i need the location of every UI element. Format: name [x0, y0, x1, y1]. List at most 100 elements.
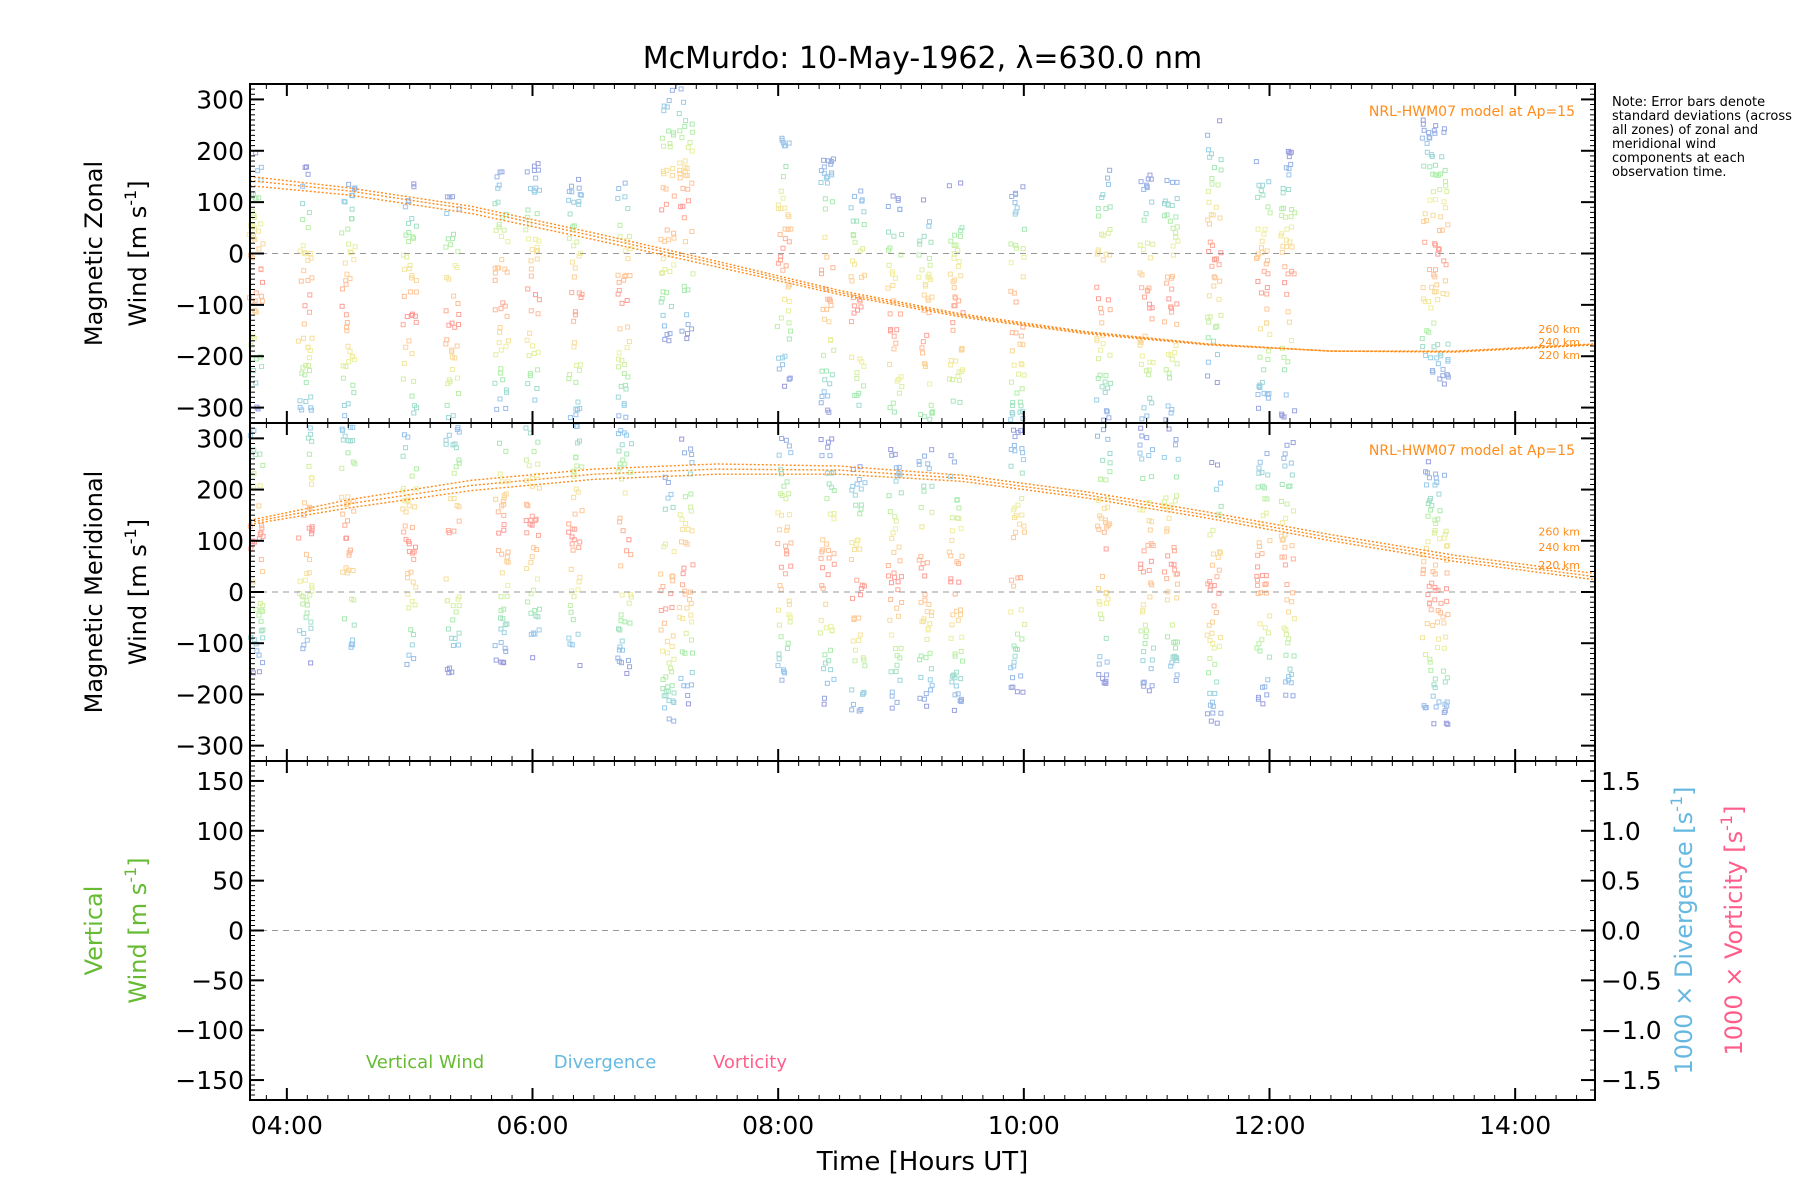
- observation-point: [679, 328, 685, 334]
- observation-point: [1445, 341, 1451, 347]
- observation-point: [1208, 718, 1214, 724]
- observation-point: [260, 241, 266, 247]
- observation-point: [685, 692, 691, 698]
- observation-point: [496, 182, 502, 188]
- observation-point: [1441, 381, 1447, 387]
- observation-point: [1431, 721, 1437, 727]
- observation-point: [682, 591, 688, 597]
- observation-point: [1265, 356, 1271, 362]
- observation-point: [1162, 319, 1168, 325]
- observation-point: [926, 255, 932, 261]
- observation-point: [788, 226, 794, 232]
- observation-point: [1256, 641, 1262, 647]
- observation-point: [1289, 244, 1295, 250]
- observation-point: [894, 378, 900, 384]
- observation-point: [1255, 391, 1261, 397]
- observation-point: [1019, 470, 1025, 476]
- observation-point: [956, 369, 962, 375]
- observation-point: [1019, 362, 1025, 368]
- observation-point: [622, 619, 628, 625]
- observation-point: [408, 569, 414, 575]
- observation-point: [576, 253, 582, 259]
- observation-point: [1425, 539, 1431, 545]
- observation-point: [1255, 582, 1261, 588]
- observation-point: [1010, 402, 1016, 408]
- observation-point: [821, 701, 827, 707]
- observation-point: [1172, 567, 1178, 573]
- observation-point: [1213, 609, 1219, 615]
- observation-point: [887, 311, 893, 317]
- observation-point: [1264, 291, 1270, 297]
- observation-point: [926, 466, 932, 472]
- observation-point: [529, 554, 535, 560]
- observation-point: [671, 230, 677, 236]
- observation-point: [1015, 631, 1021, 637]
- observation-point: [780, 667, 786, 673]
- observation-point: [448, 242, 454, 248]
- observation-point: [828, 159, 834, 165]
- observation-point: [1279, 537, 1285, 543]
- model-altitude-label: 260 km: [1538, 526, 1580, 539]
- observation-point: [505, 338, 511, 344]
- observation-point: [1432, 676, 1438, 682]
- observation-point: [1435, 361, 1441, 367]
- observation-point: [952, 294, 958, 300]
- observation-point: [1011, 362, 1017, 368]
- observation-point: [899, 383, 905, 389]
- observation-point: [1259, 250, 1265, 256]
- observation-point: [1107, 460, 1113, 466]
- observation-point: [577, 539, 583, 545]
- observation-point: [1284, 442, 1290, 448]
- observation-point: [308, 405, 314, 411]
- observation-point: [951, 707, 957, 713]
- observation-point: [349, 206, 355, 212]
- observation-point: [658, 607, 664, 613]
- observation-point: [680, 185, 686, 191]
- observation-point: [1283, 392, 1289, 398]
- observation-point: [892, 275, 898, 281]
- observation-point: [1013, 646, 1019, 652]
- observation-point: [1285, 640, 1291, 646]
- observation-point: [826, 658, 832, 664]
- observation-point: [1435, 644, 1441, 650]
- observation-point: [409, 473, 415, 479]
- observation-point: [352, 185, 358, 191]
- observation-point: [1288, 161, 1294, 167]
- observation-point: [1218, 157, 1224, 163]
- observation-point: [899, 599, 905, 605]
- observation-point: [1209, 562, 1215, 568]
- observation-point: [446, 530, 452, 536]
- observation-point: [1097, 601, 1103, 607]
- observation-point: [1210, 710, 1216, 716]
- observation-point: [346, 181, 352, 187]
- observation-point: [1290, 693, 1296, 699]
- observation-point: [1010, 411, 1016, 417]
- observation-point: [821, 389, 827, 395]
- observation-point: [535, 367, 541, 373]
- observation-point: [958, 273, 964, 279]
- observation-point: [887, 328, 893, 334]
- observation-point: [671, 262, 677, 268]
- observation-point: [1282, 532, 1288, 538]
- observation-point: [1430, 369, 1436, 375]
- observation-point: [1262, 226, 1268, 232]
- observation-point: [1210, 640, 1216, 646]
- observation-point: [255, 168, 261, 174]
- observation-point: [300, 646, 306, 652]
- observation-point: [1286, 186, 1292, 192]
- observation-point: [494, 406, 500, 412]
- observation-point: [1423, 545, 1429, 551]
- observation-point: [681, 99, 687, 105]
- observation-point: [960, 658, 966, 664]
- observation-point: [528, 266, 534, 272]
- observation-point: [889, 705, 895, 711]
- observation-point: [894, 472, 900, 478]
- observation-point: [1282, 544, 1288, 550]
- observation-point: [258, 530, 264, 536]
- observation-point: [679, 516, 685, 522]
- observation-point: [858, 585, 864, 591]
- observation-point: [859, 582, 865, 588]
- observation-point: [1173, 645, 1179, 651]
- observation-point: [258, 293, 264, 299]
- observation-point: [898, 252, 904, 258]
